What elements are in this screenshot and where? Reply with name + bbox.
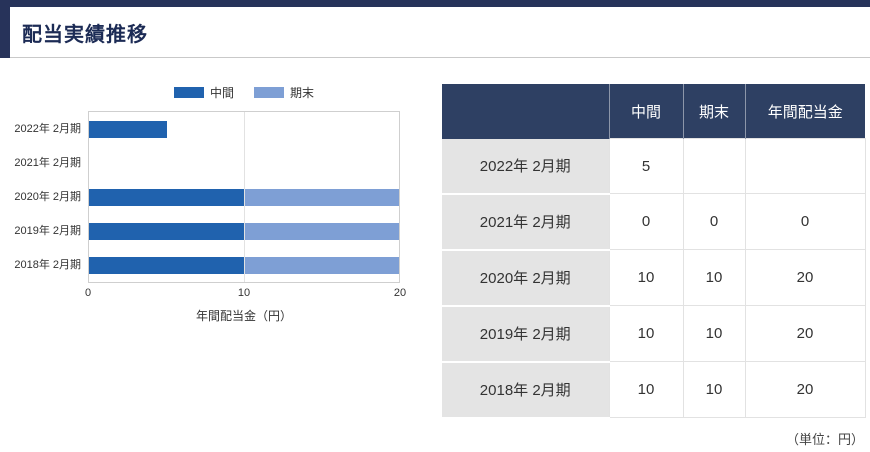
- legend-label-yearend: 期末: [290, 86, 315, 100]
- chart-body: 2022年 2月期 2021年 2月期 2020年 2月期 2019年 2月期 …: [10, 111, 434, 283]
- value-cell: [682, 138, 746, 194]
- bar-interim-segment: [89, 120, 167, 138]
- y-axis-label: 2022年 2月期: [14, 123, 81, 135]
- unit-note: （単位：円）: [785, 431, 864, 447]
- chart-legend: 中間 期末: [88, 84, 400, 101]
- section-header: 配当実績推移: [0, 0, 870, 58]
- table-header-annual: 年間配当金: [744, 84, 865, 139]
- table-header-blank: [442, 84, 609, 139]
- dividend-chart: 中間 期末 2022年 2月期 2021年 2月期 2020年 2月期 2019…: [0, 84, 434, 448]
- row-label-cell: 2019年 2月期: [442, 305, 609, 363]
- value-cell: 10: [608, 361, 684, 418]
- value-cell: 0: [744, 193, 866, 250]
- header-accent-bar: [0, 0, 10, 58]
- stacked-bar: [89, 222, 399, 240]
- x-tick: 20: [393, 287, 407, 299]
- top-accent-strip: [0, 0, 870, 7]
- stacked-bar: [89, 120, 399, 138]
- legend-item-interim: 中間: [173, 84, 234, 101]
- row-label-cell: 2021年 2月期: [442, 193, 609, 251]
- main-content: 中間 期末 2022年 2月期 2021年 2月期 2020年 2月期 2019…: [0, 58, 870, 448]
- value-cell: [744, 138, 866, 194]
- table-row: 2022年 2月期 5: [442, 138, 866, 195]
- bar-yearend-segment: [244, 222, 399, 240]
- value-cell: 0: [608, 193, 684, 250]
- value-cell: 10: [608, 305, 684, 362]
- chart-row: [89, 248, 399, 282]
- value-cell: 20: [744, 361, 866, 418]
- page-title: 配当実績推移: [22, 23, 148, 46]
- table-header-yearend: 期末: [682, 84, 745, 139]
- y-axis-label: 2021年 2月期: [14, 157, 81, 169]
- row-label-cell: 2020年 2月期: [442, 249, 609, 307]
- chart-row: [89, 112, 399, 146]
- table-row: 2020年 2月期 10 10 20: [442, 249, 866, 307]
- value-cell: 20: [744, 249, 866, 306]
- value-cell: 10: [682, 361, 746, 418]
- value-cell: 10: [608, 249, 684, 306]
- chart-row: [89, 180, 399, 214]
- bar-interim-segment: [89, 256, 244, 274]
- x-tick: 10: [237, 287, 251, 299]
- bar-yearend-segment: [244, 256, 399, 274]
- table-row: 2018年 2月期 10 10 20: [442, 361, 866, 419]
- table-row: 2019年 2月期 10 10 20: [442, 305, 866, 363]
- stacked-bar: [89, 256, 399, 274]
- stacked-bar: [89, 188, 399, 206]
- value-cell: 5: [608, 138, 684, 194]
- legend-item-yearend: 期末: [254, 84, 314, 101]
- row-label-cell: 2018年 2月期: [442, 361, 609, 419]
- table-header-interim: 中間: [608, 84, 683, 139]
- dividend-table: 中間 期末 年間配当金 2022年 2月期 5 2021年 2月期 0 0 0: [442, 84, 866, 419]
- x-tick: 0: [84, 287, 92, 299]
- legend-label-interim: 中間: [209, 86, 234, 100]
- y-axis-labels: 2022年 2月期 2021年 2月期 2020年 2月期 2019年 2月期 …: [10, 111, 88, 283]
- bar-interim-segment: [89, 188, 244, 206]
- bar-interim-segment: [89, 222, 244, 240]
- gridline-10: [244, 112, 245, 282]
- plot-area: [88, 111, 400, 283]
- legend-swatch-yearend: [254, 87, 284, 98]
- y-axis-label: 2020年 2月期: [14, 191, 81, 203]
- value-cell: 0: [682, 193, 746, 250]
- x-axis: 0 10 20: [84, 283, 406, 301]
- bar-yearend-segment: [244, 188, 399, 206]
- value-cell: 10: [682, 249, 746, 306]
- y-axis-label: 2019年 2月期: [14, 225, 81, 237]
- chart-row: [89, 214, 399, 248]
- table-row: 2021年 2月期 0 0 0: [442, 193, 866, 251]
- dividend-table-wrap: 中間 期末 年間配当金 2022年 2月期 5 2021年 2月期 0 0 0: [442, 84, 866, 448]
- table-header-row: 中間 期末 年間配当金: [442, 84, 865, 139]
- row-label-cell: 2022年 2月期: [442, 138, 609, 195]
- legend-swatch-interim: [173, 87, 204, 98]
- value-cell: 10: [682, 305, 746, 362]
- value-cell: 20: [744, 305, 866, 362]
- x-axis-title: 年間配当金（円）: [195, 309, 292, 323]
- y-axis-label: 2018年 2月期: [14, 259, 81, 271]
